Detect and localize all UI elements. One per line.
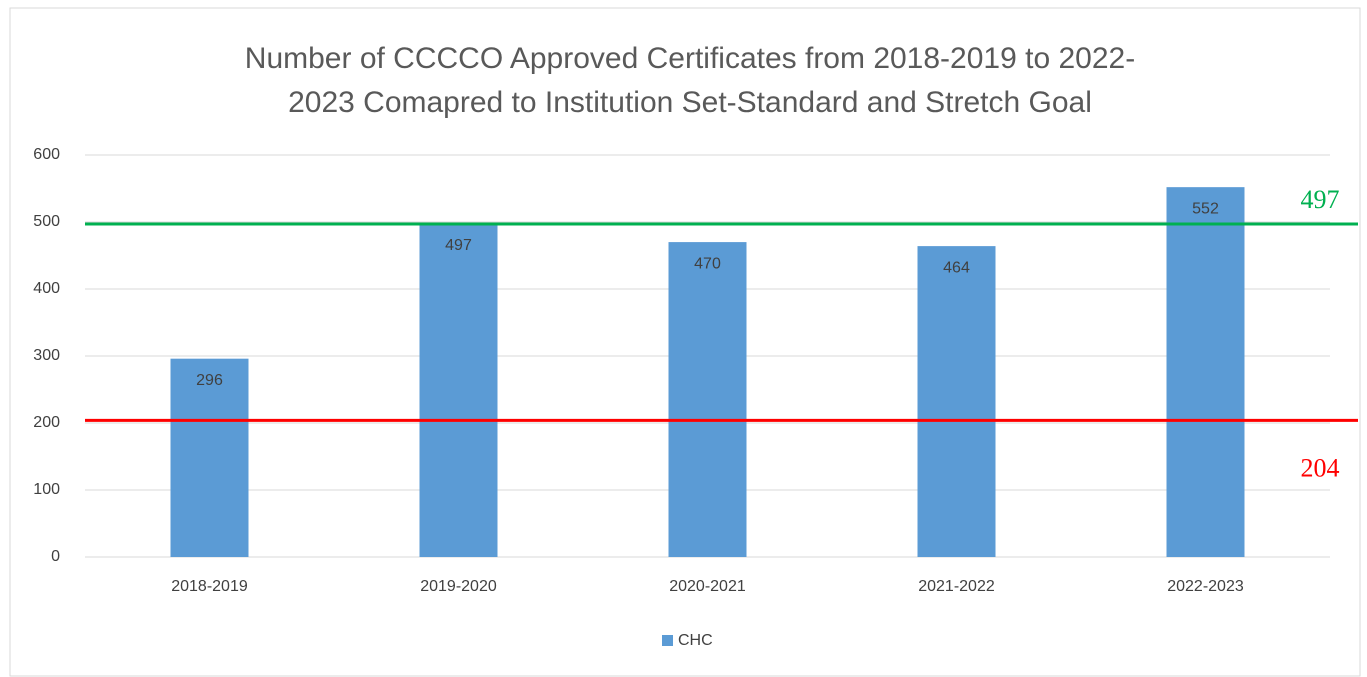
legend-label: CHC xyxy=(678,632,713,649)
y-tick-label: 100 xyxy=(33,481,60,498)
legend-swatch xyxy=(662,635,673,646)
reference-label: 204 xyxy=(1301,453,1340,482)
x-tick-label: 2022-2023 xyxy=(1167,578,1244,595)
y-tick-label: 300 xyxy=(33,347,60,364)
data-label: 497 xyxy=(445,237,472,254)
data-label: 296 xyxy=(196,372,223,389)
chart-title: 2023 Comapred to Institution Set-Standar… xyxy=(288,86,1092,119)
reference-label: 497 xyxy=(1301,185,1340,214)
data-label: 470 xyxy=(694,255,721,272)
y-tick-label: 400 xyxy=(33,280,60,297)
y-tick-label: 200 xyxy=(33,414,60,431)
bar xyxy=(170,358,249,557)
bar xyxy=(419,224,498,557)
data-label: 552 xyxy=(1192,200,1219,217)
chart-title: Number of CCCCO Approved Certificates fr… xyxy=(245,42,1135,75)
y-tick-label: 0 xyxy=(51,548,60,565)
y-tick-label: 600 xyxy=(33,146,60,163)
y-tick-label: 500 xyxy=(33,213,60,230)
x-tick-label: 2018-2019 xyxy=(171,578,248,595)
bar xyxy=(1166,187,1245,557)
x-tick-label: 2020-2021 xyxy=(669,578,746,595)
bar xyxy=(668,242,747,557)
data-label: 464 xyxy=(943,259,970,276)
x-tick-label: 2021-2022 xyxy=(918,578,995,595)
x-tick-label: 2019-2020 xyxy=(420,578,497,595)
bar xyxy=(917,246,996,557)
